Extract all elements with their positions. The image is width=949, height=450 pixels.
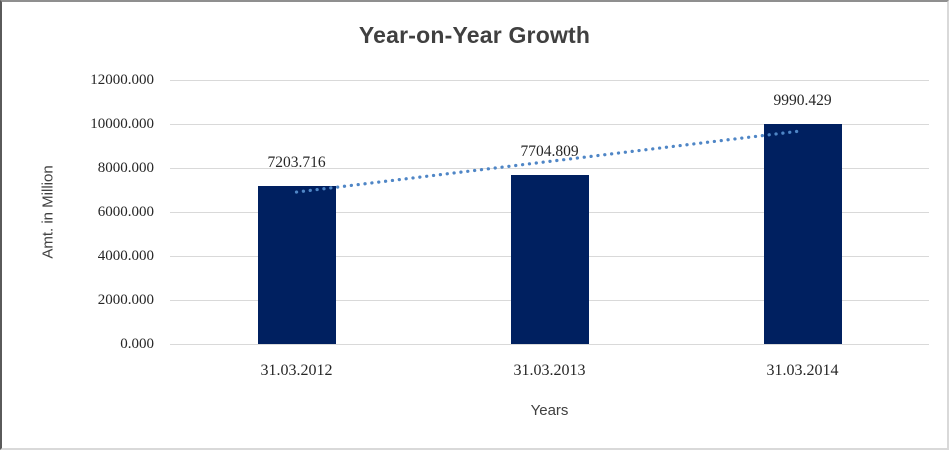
bar-31.03.2012[interactable] <box>257 185 336 344</box>
y-axis-tick-label: 4000.000 <box>97 248 154 264</box>
gridline <box>170 343 929 345</box>
x-axis-tick-label: 31.03.2013 <box>513 362 586 379</box>
gridline <box>170 79 929 81</box>
y-axis-tick-label: 0.000 <box>120 336 154 352</box>
x-axis-title: Years <box>530 402 569 419</box>
chart-title: Year-on-Year Growth <box>358 22 591 48</box>
y-axis-tick-label: 12000.000 <box>90 72 154 88</box>
bar-data-label: 7704.809 <box>520 142 579 160</box>
gridline <box>170 123 929 125</box>
x-axis-tick-label: 31.03.2012 <box>260 362 333 379</box>
bar-data-label: 7203.716 <box>267 153 326 171</box>
bar-31.03.2014[interactable] <box>763 124 842 344</box>
y-axis-tick-label: 6000.000 <box>97 204 154 220</box>
bar-31.03.2013[interactable] <box>510 174 589 344</box>
x-axis-tick-label: 31.03.2014 <box>766 362 839 379</box>
y-axis-tick-label: 10000.000 <box>90 116 154 132</box>
y-axis-tick-label: 8000.000 <box>97 160 154 176</box>
y-axis-tick-label: 2000.000 <box>97 292 154 308</box>
trendline <box>294 129 805 194</box>
plot-area: 7203.716 7704.809 9990.429 <box>170 79 929 345</box>
bar-data-label: 9990.429 <box>773 92 832 110</box>
gridline <box>170 167 929 169</box>
